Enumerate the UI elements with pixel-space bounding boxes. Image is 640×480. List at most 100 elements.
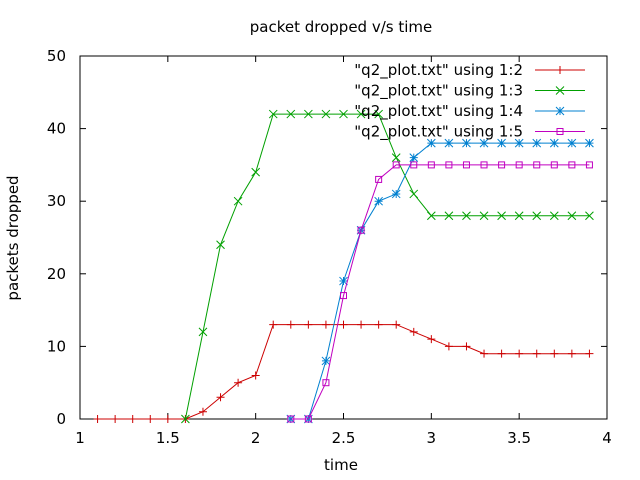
data-point [304, 415, 312, 423]
data-point [497, 211, 506, 221]
y-axis-label: packets dropped [4, 175, 22, 300]
data-point [585, 138, 594, 148]
legend-marker [555, 86, 565, 95]
series-2 [181, 109, 594, 424]
legend: "q2_plot.txt" using 1:2 "q2_plot.txt" usi… [354, 61, 585, 142]
series-line [184, 113, 590, 420]
data-point [269, 320, 278, 329]
series-4 [287, 161, 593, 423]
y-tick-label: 0 [56, 410, 66, 428]
data-point [251, 371, 260, 380]
data-point [287, 415, 295, 423]
data-point [480, 161, 488, 169]
data-point [374, 320, 383, 329]
data-point [391, 153, 401, 162]
data-point [585, 211, 594, 221]
data-point [339, 320, 348, 329]
data-point [198, 407, 207, 416]
y-tick-label: 30 [47, 192, 66, 210]
x-tick-label: 3.5 [507, 429, 531, 447]
data-point [550, 349, 559, 358]
x-tick-label: 2 [251, 429, 261, 447]
data-point [339, 276, 348, 286]
data-point [567, 138, 577, 148]
data-point [532, 211, 542, 221]
data-point [233, 196, 243, 206]
data-point [216, 393, 225, 402]
data-point [181, 414, 190, 424]
data-point [532, 138, 542, 148]
data-point [533, 161, 541, 169]
data-point [567, 349, 576, 358]
data-point [497, 349, 506, 358]
data-point [286, 109, 296, 119]
data-point [444, 211, 454, 221]
data-point [374, 109, 383, 119]
data-point [304, 109, 313, 119]
legend-label: "q2_plot.txt" using 1:3 [354, 82, 523, 101]
x-tick-label: 1.5 [156, 429, 180, 447]
data-point [445, 161, 453, 169]
x-tick-label: 4 [602, 429, 612, 447]
data-point [410, 161, 418, 169]
data-point [340, 292, 347, 300]
x-tick-label: 3 [427, 429, 437, 447]
data-point [322, 379, 330, 387]
data-point [514, 138, 524, 148]
legend-marker [556, 128, 564, 135]
plot-frame [79, 55, 608, 420]
data-point [567, 211, 577, 221]
data-point [357, 226, 365, 234]
legend-marker [556, 66, 564, 74]
data-point [444, 342, 453, 351]
data-point [462, 211, 471, 221]
data-point [146, 415, 155, 423]
data-point [444, 138, 454, 148]
data-point [515, 349, 524, 358]
data-point [480, 349, 489, 358]
data-point [498, 161, 506, 169]
legend-marker [555, 106, 565, 116]
data-point [532, 349, 541, 358]
data-point [550, 161, 558, 169]
data-point [462, 138, 471, 148]
data-point [234, 378, 243, 387]
data-point [426, 211, 436, 221]
series-line [290, 142, 590, 420]
y-tick-label: 50 [47, 47, 66, 65]
data-point [163, 415, 172, 423]
data-point [321, 356, 331, 366]
data-point [568, 161, 576, 169]
data-point [268, 109, 278, 119]
y-tick-label: 10 [47, 337, 66, 355]
data-point [585, 349, 594, 358]
data-point [111, 415, 120, 423]
data-point [321, 109, 331, 119]
x-tick-label: 2.5 [332, 429, 356, 447]
data-point [515, 161, 523, 169]
data-point [128, 415, 137, 423]
legend-label: "q2_plot.txt" using 1:2 [354, 61, 523, 80]
data-point [549, 138, 559, 148]
data-point [427, 335, 436, 344]
data-point [549, 211, 559, 221]
y-tick-label: 20 [47, 265, 66, 283]
data-point [409, 189, 419, 199]
legend-label: "q2_plot.txt" using 1:5 [354, 123, 523, 142]
data-point [497, 138, 506, 148]
data-point [286, 320, 295, 329]
data-point [93, 415, 102, 423]
data-point [357, 320, 366, 329]
data-point [427, 161, 435, 169]
data-point [479, 211, 489, 221]
data-point [409, 327, 418, 336]
legend-label: "q2_plot.txt" using 1:4 [354, 102, 523, 121]
chart-title: packet dropped v/s time [250, 18, 433, 36]
data-point [304, 320, 313, 329]
data-point [375, 175, 383, 183]
series-line [290, 164, 590, 420]
data-point [462, 161, 470, 169]
data-point [392, 320, 401, 329]
